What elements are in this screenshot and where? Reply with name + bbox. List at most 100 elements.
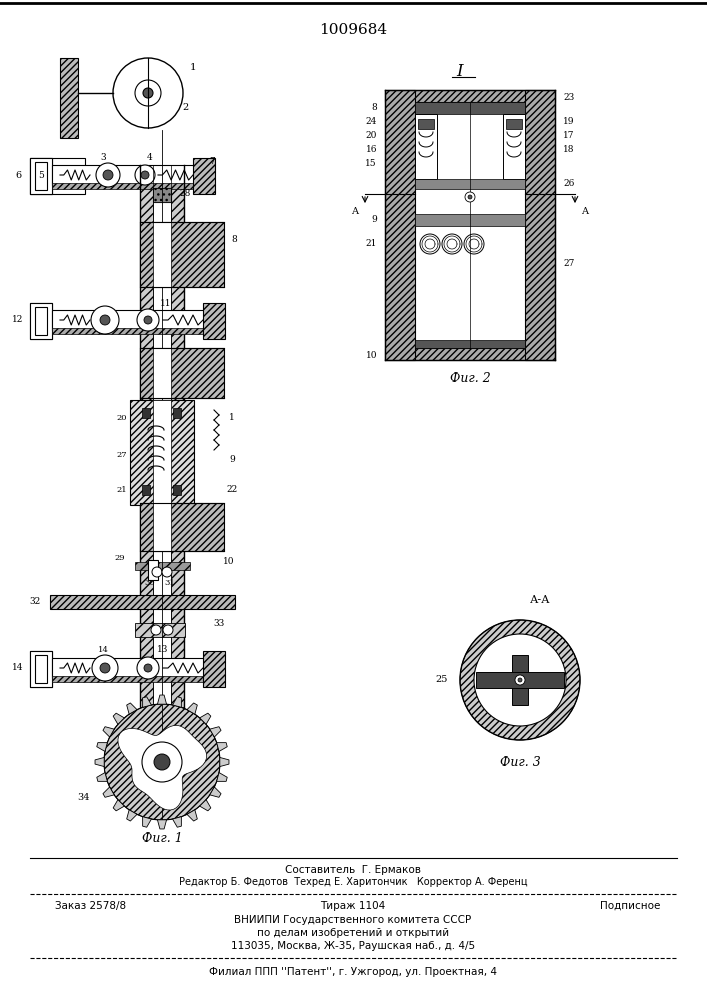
Polygon shape (187, 703, 197, 714)
Text: 27: 27 (117, 451, 127, 459)
Bar (30, 158, 52, 194)
Bar (30, 303, 52, 339)
Text: 10: 10 (366, 351, 377, 360)
Text: 21: 21 (366, 239, 377, 248)
Circle shape (465, 192, 475, 202)
Text: 34: 34 (78, 792, 90, 802)
Text: 25: 25 (436, 676, 448, 684)
Bar (415, 114, 437, 179)
Polygon shape (173, 697, 182, 707)
Text: 17: 17 (563, 131, 575, 140)
Bar (35, 655, 47, 683)
Circle shape (420, 234, 440, 254)
Circle shape (162, 567, 172, 577)
Circle shape (100, 663, 110, 673)
Polygon shape (127, 810, 137, 821)
Polygon shape (199, 800, 211, 811)
Text: 14: 14 (12, 664, 24, 672)
Text: 1: 1 (229, 414, 235, 422)
Text: 10: 10 (223, 558, 235, 566)
Polygon shape (143, 817, 151, 827)
Bar (30, 651, 52, 687)
Bar (148, 560, 158, 580)
Polygon shape (173, 817, 182, 827)
Text: 27: 27 (563, 259, 574, 268)
Bar (135, 623, 185, 637)
Circle shape (113, 58, 183, 128)
Text: 4: 4 (147, 152, 153, 161)
Circle shape (91, 306, 119, 334)
Bar (30, 158, 52, 194)
Circle shape (137, 309, 159, 331)
Polygon shape (199, 713, 211, 724)
Bar (173, 485, 181, 495)
Circle shape (103, 170, 113, 180)
Text: 9: 9 (229, 456, 235, 464)
Bar (30, 303, 52, 339)
Bar (52, 328, 217, 334)
Text: 8: 8 (371, 104, 377, 112)
Bar (503, 114, 525, 179)
Circle shape (515, 675, 525, 685)
Circle shape (96, 163, 120, 187)
Polygon shape (187, 810, 197, 821)
Text: по делам изобретений и открытий: по делам изобретений и открытий (257, 928, 449, 938)
Bar (35, 162, 47, 190)
Text: 8: 8 (231, 235, 237, 244)
Circle shape (460, 620, 580, 740)
Polygon shape (210, 787, 221, 797)
Bar (140, 503, 224, 551)
Text: 16: 16 (366, 144, 377, 153)
Text: Филиал ППП ''Патент'', г. Ужгород, ул. Проектная, 4: Филиал ППП ''Патент'', г. Ужгород, ул. П… (209, 967, 497, 977)
Text: 21: 21 (117, 486, 127, 494)
Bar (142, 485, 150, 495)
Text: 18: 18 (563, 144, 575, 153)
Text: I: I (457, 64, 463, 81)
Bar (153, 222, 171, 287)
Text: Составитель  Г. Ермаков: Составитель Г. Ермаков (285, 865, 421, 875)
Text: 1009684: 1009684 (319, 23, 387, 37)
Text: 28: 28 (180, 188, 191, 198)
Circle shape (151, 625, 161, 635)
Polygon shape (113, 800, 124, 811)
Polygon shape (95, 757, 104, 767)
Circle shape (143, 88, 153, 98)
Bar (203, 303, 225, 339)
Text: 26: 26 (563, 180, 574, 188)
Bar (52, 165, 207, 185)
Bar (193, 158, 215, 194)
Circle shape (135, 80, 161, 106)
Text: Тираж 1104: Тираж 1104 (320, 901, 385, 911)
Circle shape (154, 754, 170, 770)
Polygon shape (97, 743, 107, 751)
Text: Заказ 2578/8: Заказ 2578/8 (55, 901, 126, 911)
Bar (30, 158, 85, 194)
Polygon shape (127, 703, 137, 714)
Circle shape (135, 165, 155, 185)
Polygon shape (143, 697, 151, 707)
Bar (153, 400, 171, 505)
Bar (52, 310, 217, 330)
Circle shape (141, 171, 149, 179)
Circle shape (92, 655, 118, 681)
Bar (52, 183, 207, 189)
Circle shape (144, 664, 152, 672)
Circle shape (144, 316, 152, 324)
Polygon shape (103, 787, 115, 797)
Bar (140, 165, 153, 710)
Text: 113035, Москва, Ж-35, Раушская наб., д. 4/5: 113035, Москва, Ж-35, Раушская наб., д. … (231, 941, 475, 951)
Text: 24: 24 (366, 117, 377, 126)
Bar (415, 340, 525, 348)
Text: Подписное: Подписное (600, 901, 660, 911)
Text: 33: 33 (214, 618, 225, 628)
Circle shape (137, 657, 159, 679)
Text: 12: 12 (12, 316, 24, 324)
Bar (50, 595, 235, 609)
Polygon shape (97, 773, 107, 781)
Polygon shape (216, 743, 227, 751)
Text: 13: 13 (158, 646, 169, 654)
Circle shape (442, 234, 462, 254)
Bar (52, 658, 217, 678)
Text: 2: 2 (183, 104, 189, 112)
Text: 20: 20 (117, 414, 127, 422)
